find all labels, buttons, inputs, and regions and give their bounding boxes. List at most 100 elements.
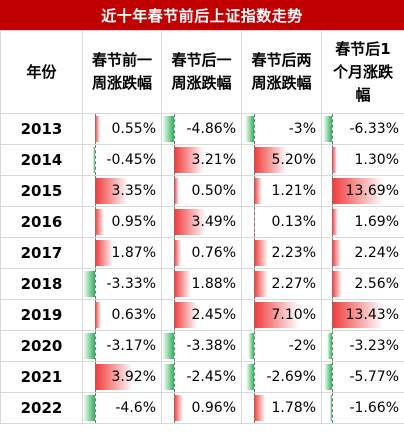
value-cell[interactable]: -3.23% xyxy=(321,330,404,362)
year-cell[interactable]: 2016 xyxy=(0,206,83,238)
value-cell[interactable]: 3.92% xyxy=(82,361,162,393)
zero-axis-line xyxy=(254,114,255,144)
table-row: 2015 3.35% 0.50% 1.21% 13.69% xyxy=(0,175,404,207)
zero-axis-line xyxy=(174,393,175,423)
zero-axis-line xyxy=(332,114,333,144)
value-cell[interactable]: 1.88% xyxy=(161,268,242,300)
year-cell[interactable]: 2018 xyxy=(0,268,83,300)
data-table: 年份 春节前一 周涨跌幅 春节后一 周涨跌幅 春节后两 周涨跌幅 春节后1 个月… xyxy=(0,30,404,424)
value-cell[interactable]: 0.95% xyxy=(82,206,162,238)
table-row: 2014 -0.45% 3.21% 5.20% 1.30% xyxy=(0,144,404,176)
positive-data-bar xyxy=(174,240,182,266)
negative-data-bar xyxy=(162,116,174,142)
value-label: 3.21% xyxy=(191,152,236,168)
table-row: 2022 -4.6% 0.96% 1.78% -1.66% xyxy=(0,392,404,424)
value-cell[interactable]: 13.69% xyxy=(321,175,404,207)
value-cell[interactable]: 1.87% xyxy=(82,237,162,269)
value-label: 1.21% xyxy=(271,183,316,199)
positive-data-bar xyxy=(174,271,192,297)
value-cell[interactable]: 3.21% xyxy=(161,144,242,176)
value-label: -3.38% xyxy=(186,338,236,354)
value-cell[interactable]: -3.17% xyxy=(82,330,162,362)
value-cell[interactable]: -4.86% xyxy=(161,113,242,145)
year-cell[interactable]: 2015 xyxy=(0,175,83,207)
value-cell[interactable]: 5.20% xyxy=(241,144,322,176)
value-cell[interactable]: 2.27% xyxy=(241,268,322,300)
positive-data-bar xyxy=(332,209,339,235)
zero-axis-line xyxy=(254,238,255,268)
value-label: 1.30% xyxy=(354,152,399,168)
value-label: 1.87% xyxy=(111,245,156,261)
zero-axis-line xyxy=(174,238,175,268)
value-cell[interactable]: -2% xyxy=(241,330,322,362)
zero-axis-line xyxy=(174,300,175,330)
value-label: 0.55% xyxy=(111,121,156,137)
value-cell[interactable]: -6.33% xyxy=(321,113,404,145)
value-cell[interactable]: 0.55% xyxy=(82,113,162,145)
header-col4[interactable]: 春节后1 个月涨跌 幅 xyxy=(321,30,404,114)
value-cell[interactable]: -0.45% xyxy=(82,144,162,176)
zero-axis-line xyxy=(95,269,96,299)
value-cell[interactable]: -2.69% xyxy=(241,361,322,393)
zero-axis-line xyxy=(95,393,96,423)
year-cell[interactable]: 2014 xyxy=(0,144,83,176)
value-cell[interactable]: 7.10% xyxy=(241,299,322,331)
zero-axis-line xyxy=(174,145,175,175)
zero-axis-line xyxy=(332,300,333,330)
value-cell[interactable]: -4.6% xyxy=(82,392,162,424)
value-cell[interactable]: 2.24% xyxy=(321,237,404,269)
value-cell[interactable]: 2.56% xyxy=(321,268,404,300)
value-cell[interactable]: -3.38% xyxy=(161,330,242,362)
value-label: -2.45% xyxy=(186,369,236,385)
year-cell[interactable]: 2019 xyxy=(0,299,83,331)
value-cell[interactable]: 0.63% xyxy=(82,299,162,331)
negative-data-bar xyxy=(327,333,332,359)
header-col2[interactable]: 春节后一 周涨跌幅 xyxy=(161,30,242,114)
year-cell[interactable]: 2022 xyxy=(0,392,83,424)
value-cell[interactable]: 3.49% xyxy=(161,206,242,238)
value-cell[interactable]: 2.23% xyxy=(241,237,322,269)
year-cell[interactable]: 2017 xyxy=(0,237,83,269)
header-col2-line1: 春节后一 xyxy=(171,51,232,69)
value-cell[interactable]: -5.77% xyxy=(321,361,404,393)
positive-data-bar xyxy=(95,302,102,328)
value-cell[interactable]: 13.43% xyxy=(321,299,404,331)
value-cell[interactable]: -1.66% xyxy=(321,392,404,424)
year-cell[interactable]: 2021 xyxy=(0,361,83,393)
year-cell[interactable]: 2013 xyxy=(0,113,83,145)
value-cell[interactable]: 3.35% xyxy=(82,175,162,207)
value-cell[interactable]: -3.33% xyxy=(82,268,162,300)
value-cell[interactable]: -2.45% xyxy=(161,361,242,393)
header-col1-line1: 春节前一 xyxy=(91,51,152,69)
header-year[interactable]: 年份 xyxy=(0,30,83,114)
value-cell[interactable]: 0.96% xyxy=(161,392,242,424)
value-cell[interactable]: 1.78% xyxy=(241,392,322,424)
value-cell[interactable]: 1.30% xyxy=(321,144,404,176)
zero-axis-line xyxy=(95,331,96,361)
header-col1[interactable]: 春节前一 周涨跌幅 xyxy=(82,30,162,114)
table-row: 2021 3.92% -2.45% -2.69% -5.77% xyxy=(0,361,404,393)
zero-axis-line xyxy=(254,300,255,330)
value-cell[interactable]: 0.50% xyxy=(161,175,242,207)
header-col2-line2: 周涨跌幅 xyxy=(171,74,232,92)
value-label: 7.10% xyxy=(271,307,316,323)
table-row: 2018 -3.33% 1.88% 2.27% 2.56% xyxy=(0,268,404,300)
header-col3[interactable]: 春节后两 周涨跌幅 xyxy=(241,30,322,114)
value-cell[interactable]: 2.45% xyxy=(161,299,242,331)
value-label: 2.24% xyxy=(354,245,399,261)
zero-axis-line xyxy=(174,207,175,237)
value-cell[interactable]: 1.21% xyxy=(241,175,322,207)
year-cell[interactable]: 2020 xyxy=(0,330,83,362)
value-label: 0.13% xyxy=(271,214,316,230)
value-cell[interactable]: -3% xyxy=(241,113,322,145)
zero-axis-line xyxy=(254,269,255,299)
value-cell[interactable]: 1.69% xyxy=(321,206,404,238)
table-row: 2017 1.87% 0.76% 2.23% 2.24% xyxy=(0,237,404,269)
positive-data-bar xyxy=(174,209,207,235)
value-label: -2% xyxy=(288,338,316,354)
zero-axis-line xyxy=(254,207,255,237)
value-cell[interactable]: 0.76% xyxy=(161,237,242,269)
negative-data-bar xyxy=(83,271,95,297)
value-cell[interactable]: 0.13% xyxy=(241,206,322,238)
